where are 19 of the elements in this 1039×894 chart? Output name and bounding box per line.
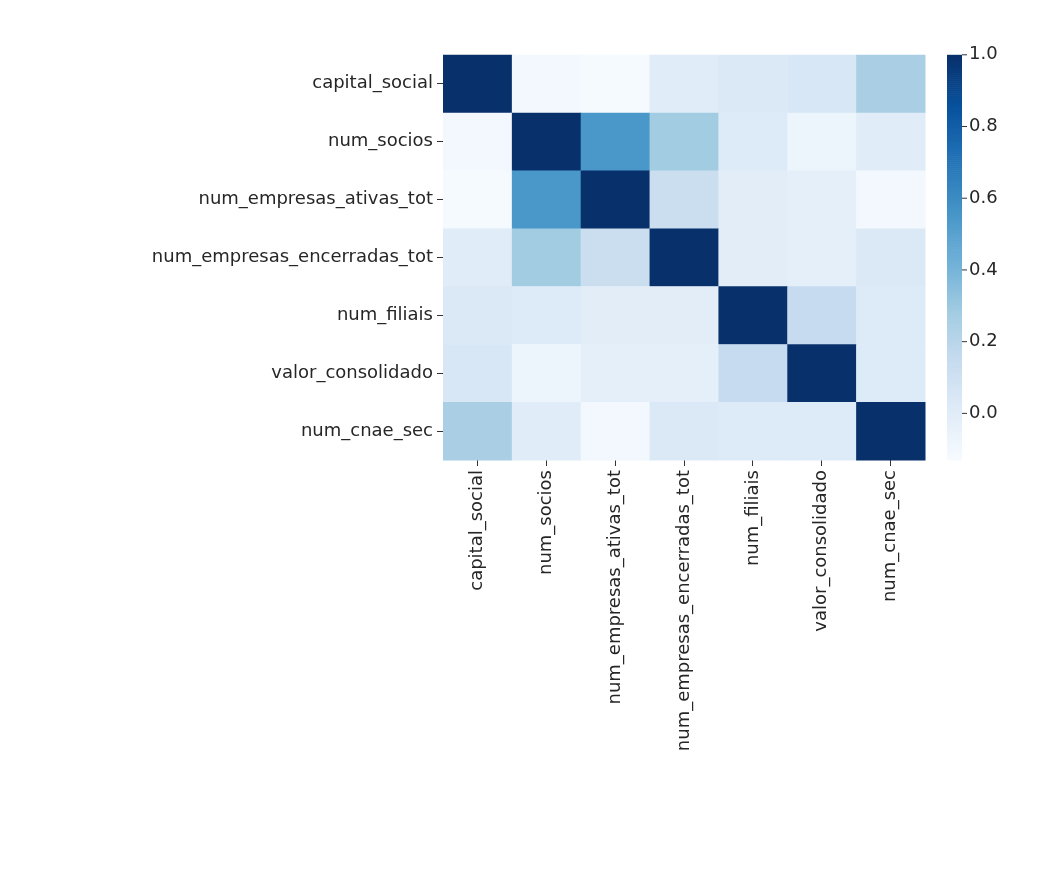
x-tick-label: valor_consolidado	[809, 470, 832, 632]
color-bar-label: 0.8	[969, 114, 998, 136]
x-tick-label: num_socios	[533, 470, 556, 576]
x-tick-label: num_filiais	[740, 470, 763, 567]
y-tick-label: num_empresas_encerradas_tot	[151, 245, 433, 268]
color-bar-label: 0.6	[969, 185, 998, 207]
y-tick-label: num_empresas_ativas_tot	[198, 187, 433, 210]
x-tick-label: num_empresas_encerradas_tot	[671, 470, 694, 752]
x-tick-label: num_cnae_sec	[878, 470, 901, 603]
color-bar-label: 1.0	[969, 42, 998, 64]
color-bar-label: 0.4	[969, 257, 998, 279]
y-tick-label: num_cnae_sec	[300, 418, 433, 441]
y-tick-label: capital_social	[312, 71, 433, 94]
color-bar-label: 0.2	[969, 329, 998, 351]
y-tick-label: valor_consolidado	[271, 360, 433, 383]
y-tick-label: num_filiais	[336, 302, 433, 325]
x-tick-label: num_empresas_ativas_tot	[602, 470, 625, 705]
y-tick-label: num_socios	[327, 129, 433, 152]
color-bar-label: 0.0	[969, 401, 998, 423]
